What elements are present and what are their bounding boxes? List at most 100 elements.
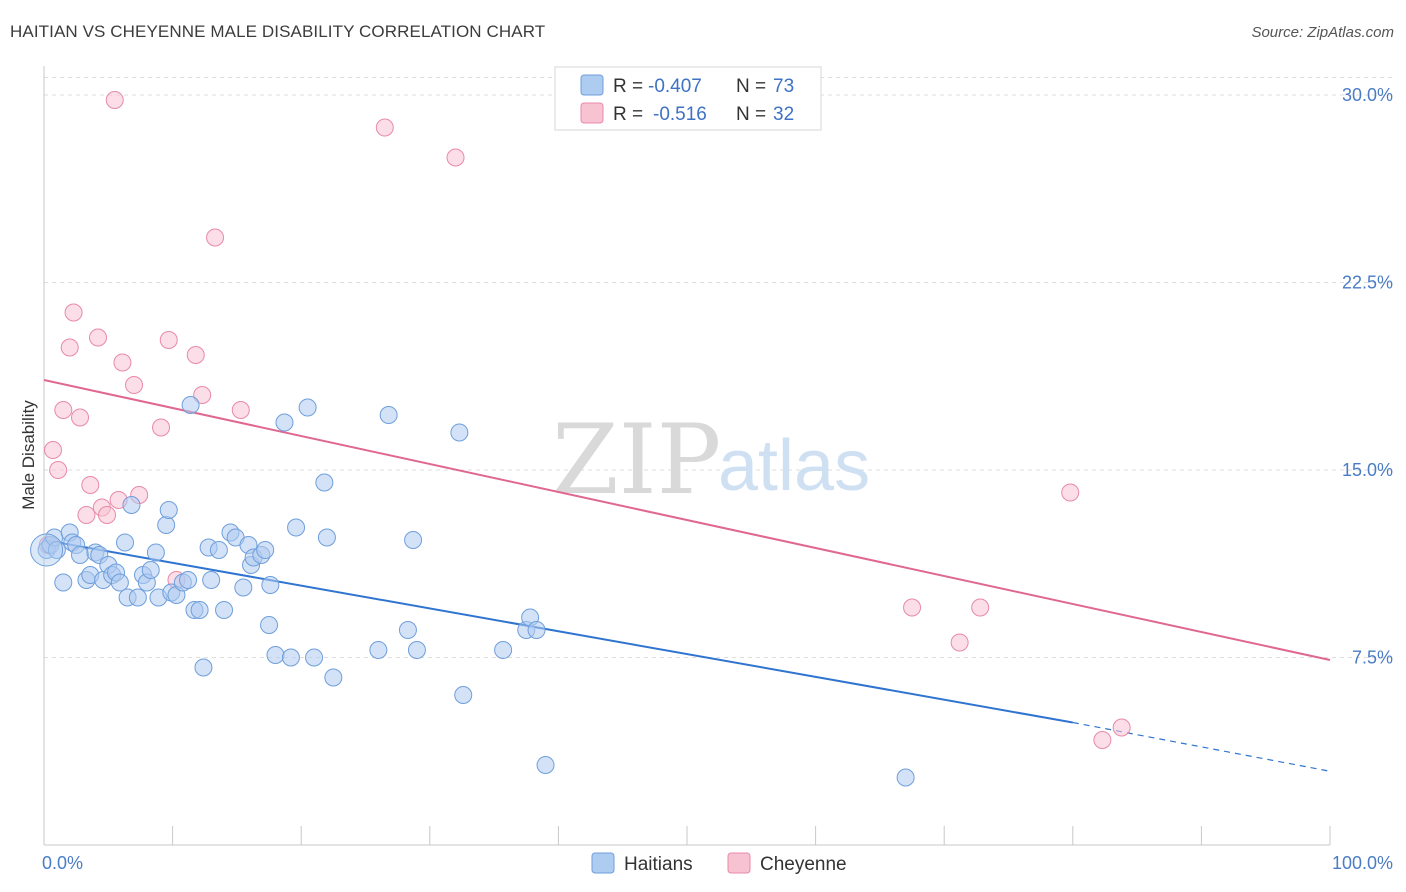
cheyenne-point [446,148,465,167]
haitians-point [179,571,198,589]
legend-n-value-haitians: 73 [773,76,794,97]
haitians-point [305,648,324,667]
legend-r-value-cheyenne: -0.516 [653,104,707,125]
haitians-point [202,571,221,589]
cheyenne-point [113,353,132,372]
cheyenne-point [81,476,100,494]
haitians-point [369,641,388,659]
y-axis-title: Male Disability [19,400,38,510]
cheyenne-point [44,441,63,459]
haitians-point [209,541,228,559]
haitians-point [527,621,546,639]
haitians-point [896,768,915,787]
axes [43,66,1331,846]
legend-swatch-cheyenne [580,102,604,124]
y-tick-label: 22.5% [1342,273,1393,293]
haitians-point [454,686,473,704]
haitians-point [159,501,178,519]
legend-n-value-cheyenne: 32 [773,104,794,125]
y-tick-label: 7.5% [1352,648,1393,668]
cheyenne-point [98,506,117,524]
haitians-point [398,621,417,639]
haitians-point [266,646,285,664]
legend-r-label-1: R = [613,76,643,97]
watermark: ZIP atlas [552,404,870,516]
cheyenne-point [60,338,79,357]
cheyenne-point [971,598,990,617]
cheyenne-point [54,401,73,419]
haitians-point [234,578,253,597]
haitians-point [275,413,294,432]
haitians-point [287,518,306,537]
cheyenne-point [1093,731,1112,749]
trend-lines [43,379,1331,772]
haitians-point [181,396,200,414]
haitians-point [261,576,280,594]
bottom-legend-haitians: Haitians [624,854,693,875]
legend-r-value-haitians: -0.407 [648,76,702,97]
haitians-point [141,561,160,579]
cheyenne-point [903,598,922,617]
haitians-point [146,543,165,562]
correlation-legend: R = -0.407 N = 73 R = -0.516 N = 32 [554,66,822,131]
cheyenne-point [193,386,212,404]
haitians-point [194,658,213,677]
y-tick-label: 15.0% [1342,460,1393,480]
legend-n-label-2: N = [736,104,766,125]
haitians-point [190,601,209,619]
cheyenne-point [105,91,124,109]
trend-line-cheyenne [43,379,1331,661]
cheyenne-point [64,303,83,322]
haitians-point [54,573,73,592]
haitians-point [71,546,90,564]
trend-line-haitians-extension [1072,721,1331,772]
cheyenne-point [159,331,178,349]
haitians-point [324,668,343,687]
trend-line-haitians [43,539,1073,724]
cheyenne-point [186,346,205,364]
haitians-point [536,756,555,774]
cheyenne-point [206,228,225,247]
bottom-legend-cheyenne: Cheyenne [760,854,847,875]
cheyenne-point [71,408,90,427]
bottom-swatch-haitians [591,852,615,874]
haitians-point [116,533,135,552]
bottom-swatch-cheyenne [727,852,751,874]
cheyenne-point [77,506,96,524]
cheyenne-point [950,633,969,652]
haitians-point [379,406,398,424]
legend-r-label-2: R = [613,104,643,125]
tick-labels: 7.5% 15.0% 22.5% 30.0% 0.0% 100.0% [42,85,1393,873]
x-tick-label: 100.0% [1332,853,1393,873]
cheyenne-point [125,376,144,394]
haitians-point [407,641,426,659]
haitians-point [122,496,141,514]
watermark-atlas: atlas [718,426,870,506]
haitians-points [30,396,915,787]
cheyenne-point [49,461,68,479]
cheyenne-point [152,418,171,437]
cheyenne-point [375,118,394,137]
haitians-point [494,641,513,659]
haitians-point [404,531,423,549]
haitians-point [157,516,176,534]
haitians-point [110,573,129,592]
cheyenne-point [231,401,250,419]
haitians-point [256,541,275,559]
y-tick-label: 30.0% [1342,85,1393,105]
haitians-point [450,423,469,442]
watermark-zip: ZIP [552,404,721,516]
haitians-point [260,616,279,634]
haitians-point [128,588,147,607]
legend-swatch-haitians [580,74,604,96]
cheyenne-point [89,328,108,347]
series-legend: Haitians Cheyenne [591,852,847,875]
haitians-point [215,601,234,619]
legend-n-label-1: N = [736,76,766,97]
cheyenne-point [1061,483,1080,502]
x-tick-label: 0.0% [42,853,83,873]
cheyenne-point [1112,718,1131,737]
haitians-point [47,541,66,559]
haitians-point [317,528,336,547]
